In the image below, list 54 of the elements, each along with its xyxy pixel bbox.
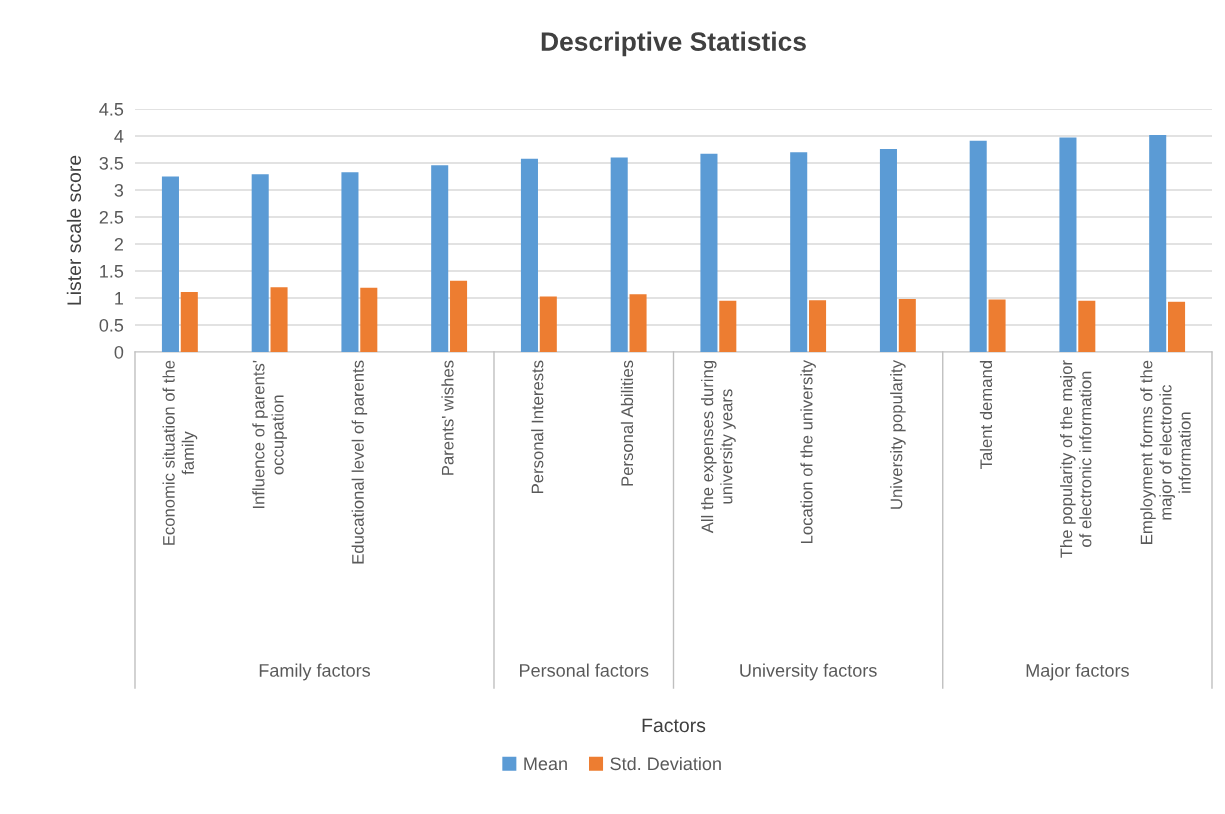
text: Factors	[642, 718, 706, 733]
y-tick-label: 3.5	[99, 156, 124, 170]
legend-label: Std. Deviation	[610, 756, 721, 771]
x-tick-label: All the expenses during university years	[701, 361, 736, 534]
bar	[719, 300, 737, 352]
bar	[360, 287, 378, 352]
bar	[629, 294, 647, 352]
y-tick-label: 0	[114, 345, 124, 359]
bar	[1059, 137, 1077, 352]
bar	[520, 158, 538, 352]
x-tick-label: Employment forms of the major of electronic information	[1140, 360, 1191, 544]
x-tick-label: Parents' wishes	[441, 360, 454, 475]
bar	[341, 172, 359, 352]
y-tick-label: 0.5	[99, 318, 124, 332]
y-tick-label: 4.5	[99, 103, 124, 116]
x-tick-label: Talent demand	[979, 361, 993, 469]
legend-label: Mean	[524, 757, 567, 771]
x-tick-label: Educational level of parents	[351, 360, 368, 564]
bar	[790, 152, 808, 352]
bar	[1168, 301, 1186, 352]
bar	[539, 296, 557, 352]
bar	[898, 299, 916, 352]
bar	[610, 157, 628, 352]
bar	[700, 153, 718, 352]
bar	[161, 176, 179, 352]
x-tick-label: Location of the university	[800, 360, 816, 543]
y-tick-label: 1.5	[100, 265, 124, 278]
bar	[180, 292, 198, 352]
text: Major factors	[1026, 663, 1129, 681]
text: Personal factors	[520, 663, 649, 677]
y-tick-label: 3	[114, 183, 124, 197]
bar	[1149, 134, 1167, 352]
bar	[879, 148, 897, 352]
bar	[1078, 300, 1096, 352]
bar	[270, 287, 288, 352]
text: Family factors	[259, 663, 371, 681]
y-tick-label: 2	[114, 237, 123, 251]
text: University factors	[740, 663, 877, 681]
y-axis-title: Lister scale score	[66, 155, 82, 305]
chart-title: Descriptive Statistics	[541, 31, 806, 57]
x-tick-label: Personal Interests	[531, 360, 544, 493]
bar	[969, 140, 987, 352]
y-tick-label: 1	[115, 292, 124, 305]
x-tick-label: Personal Abilities	[620, 360, 634, 486]
bar	[450, 280, 468, 352]
x-tick-label: The popularity of the major of electronic information	[1060, 360, 1092, 558]
bar	[431, 165, 449, 352]
x-tick-label: University popularity	[890, 360, 906, 509]
y-tick-label: 2.5	[99, 210, 124, 224]
y-tick-label: 4	[114, 130, 124, 143]
bar	[809, 300, 827, 352]
x-tick-label: Economic situation of the family	[162, 360, 198, 545]
bar	[251, 174, 269, 352]
bar	[988, 299, 1006, 352]
